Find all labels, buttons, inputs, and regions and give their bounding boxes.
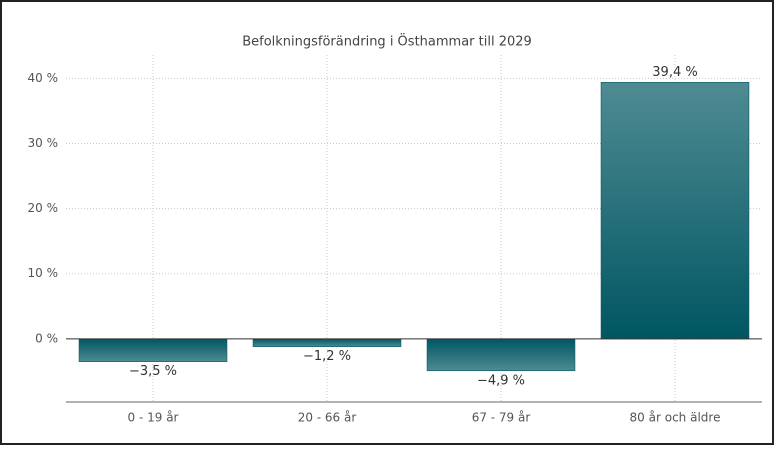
value-label: −3,5 % <box>129 364 177 379</box>
x-tick-label: 67 - 79 år <box>472 411 531 425</box>
value-label: −4,9 % <box>477 373 525 388</box>
bar <box>78 338 228 362</box>
x-tick-label: 80 år och äldre <box>630 411 721 425</box>
x-tick-label: 0 - 19 år <box>128 411 179 425</box>
y-tick-label: 0 % <box>35 331 58 345</box>
value-label: 39,4 % <box>652 65 697 80</box>
bar <box>252 338 402 347</box>
chart-title: Befolkningsförändring i Östhammar till 2… <box>242 33 532 50</box>
y-tick-label: 40 % <box>28 71 59 85</box>
y-tick-label: 20 % <box>28 201 59 215</box>
x-tick-label: 20 - 66 år <box>298 411 357 425</box>
bar <box>426 338 576 372</box>
bar <box>600 82 750 340</box>
y-tick-label: 10 % <box>28 266 59 280</box>
y-tick-label: 30 % <box>28 136 59 150</box>
value-label: −1,2 % <box>303 349 351 364</box>
